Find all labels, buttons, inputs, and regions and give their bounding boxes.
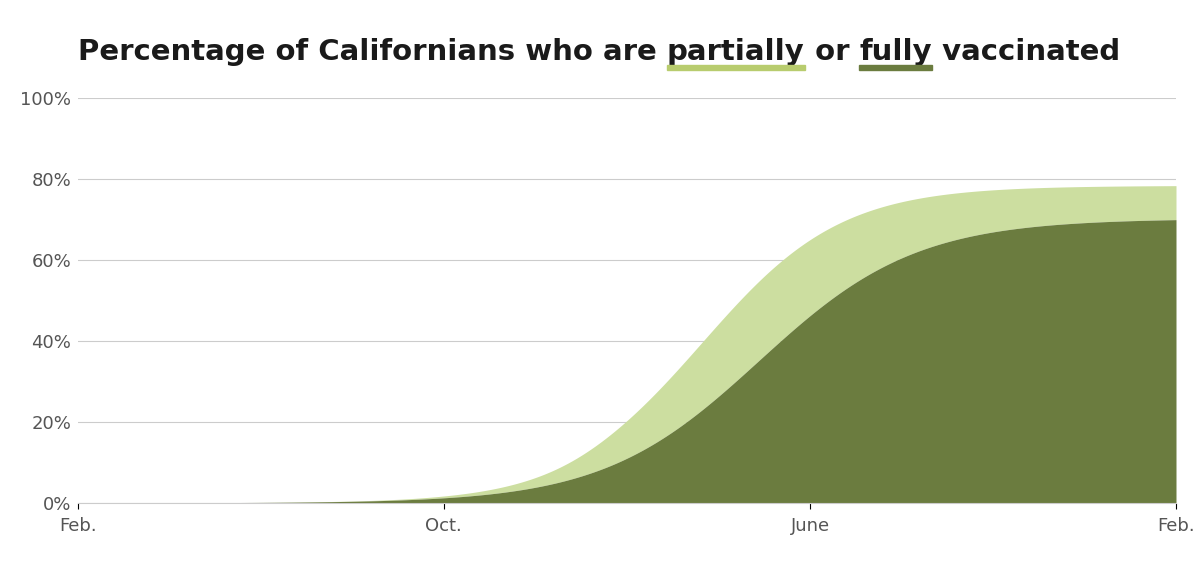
Text: vaccinated: vaccinated (932, 38, 1120, 66)
Text: or: or (805, 38, 859, 66)
Text: fully: fully (859, 38, 932, 66)
Text: Percentage of Californians who are: Percentage of Californians who are (78, 38, 667, 66)
Text: partially: partially (667, 38, 805, 66)
